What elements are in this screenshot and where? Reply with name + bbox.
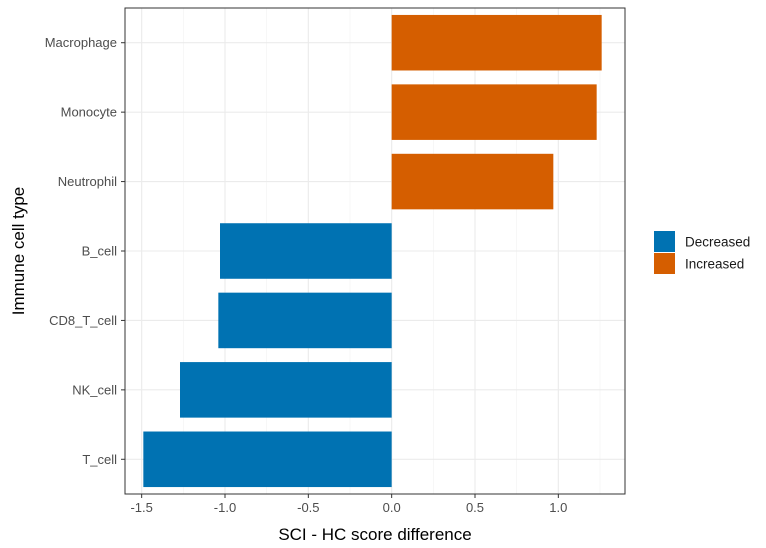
x-axis: -1.5 -1.0 -0.5 0.0 0.5 1.0 <box>130 494 567 515</box>
x-axis-title: SCI - HC score difference <box>278 525 471 544</box>
y-tick-label: Monocyte <box>61 105 117 120</box>
x-tick-label: -0.5 <box>297 500 319 515</box>
legend-label-increased: Increased <box>685 257 744 272</box>
x-tick-label: 1.0 <box>549 500 567 515</box>
x-tick-label: 0.5 <box>466 500 484 515</box>
bar-monocyte <box>391 84 597 140</box>
legend-swatch-decreased <box>654 231 675 252</box>
y-axis: Macrophage Monocyte Neutrophil B_cell CD8_T_… <box>45 35 125 467</box>
y-tick-label: Neutrophil <box>58 174 117 189</box>
bar-macrophage <box>391 14 602 71</box>
legend-label-decreased: Decreased <box>685 235 750 250</box>
y-tick-label: NK_cell <box>72 382 117 397</box>
y-tick-label: Macrophage <box>45 35 117 50</box>
bar-b-cell <box>220 223 392 279</box>
x-tick-label: 0.0 <box>383 500 401 515</box>
y-tick-label: CD8_T_cell <box>49 313 117 328</box>
y-tick-label: B_cell <box>82 244 118 259</box>
x-tick-label: -1.0 <box>214 500 236 515</box>
bar-t-cell <box>143 431 392 488</box>
bar-neutrophil <box>391 153 554 210</box>
x-tick-label: -1.5 <box>130 500 152 515</box>
bar-cd8-t-cell <box>218 292 392 349</box>
bar-nk-cell <box>180 362 392 418</box>
legend: Decreased Increased <box>654 231 750 274</box>
y-tick-label: T_cell <box>82 452 117 467</box>
bars <box>143 14 602 488</box>
y-axis-title: Immune cell type <box>9 187 28 316</box>
legend-swatch-increased <box>654 253 675 274</box>
